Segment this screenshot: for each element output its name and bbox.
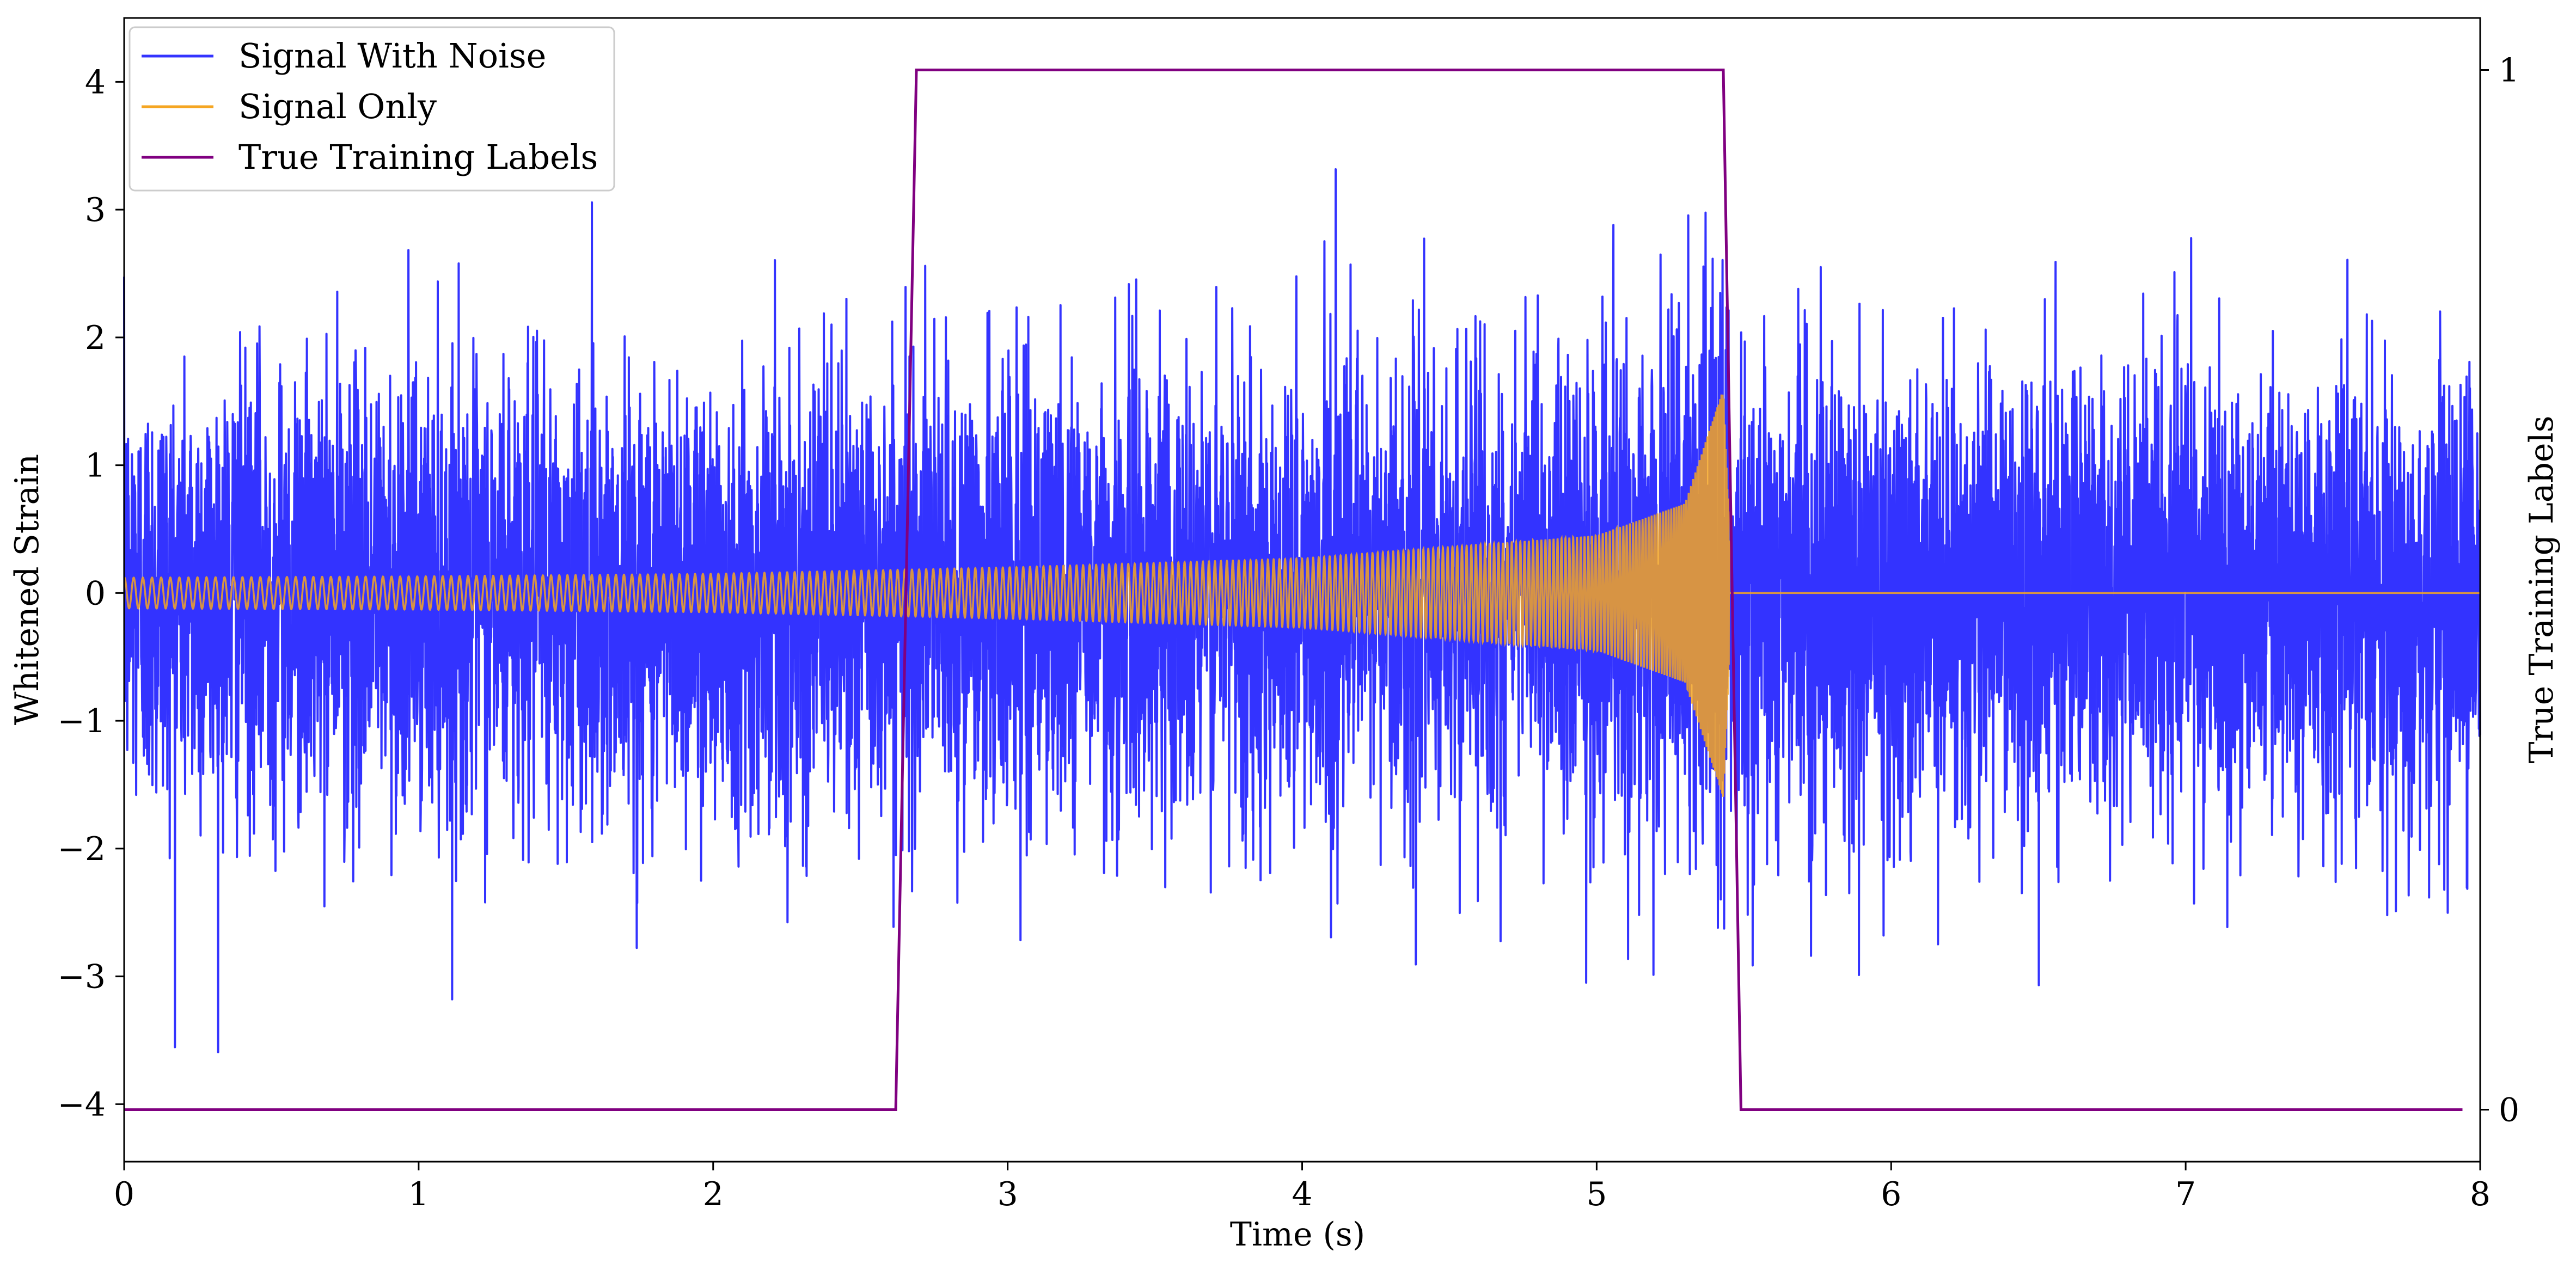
y-tick-label: 0: [85, 574, 106, 612]
x-tick-label: 4: [1292, 1175, 1312, 1213]
x-tick-label: 6: [1881, 1175, 1901, 1213]
legend-label-signal-with-noise: Signal With Noise: [238, 36, 546, 76]
series-layer: [123, 69, 2481, 1111]
y-tick-label: 4: [85, 63, 106, 101]
y-tick-label: 1: [85, 447, 106, 485]
y-axis-left: −4 −3 −2 −1 0 1 2 3 4: [58, 63, 124, 1124]
series-signal-with-noise: [123, 168, 2481, 1053]
legend-label-signal-only: Signal Only: [238, 87, 437, 126]
y-tick-label: −1: [58, 702, 106, 740]
y-tick-label: −4: [58, 1085, 106, 1124]
y-axis-label: Whitened Strain: [8, 454, 46, 725]
y-tick-label: −2: [58, 830, 106, 868]
series-true-training-labels: [124, 69, 2463, 1111]
x-tick-label: 1: [408, 1175, 429, 1213]
y-tick-label: 2: [85, 319, 106, 357]
y-axis-right: 01: [2480, 52, 2519, 1130]
x-tick-label: 2: [703, 1175, 724, 1213]
x-axis-label: Time (s): [1230, 1216, 1365, 1254]
y-tick-label: 3: [85, 191, 106, 229]
x-tick-label: 8: [2470, 1175, 2491, 1213]
x-axis: 0 1 2 3 4 5 6 7 8: [114, 1162, 2491, 1213]
legend-label-true-training-labels: True Training Labels: [238, 137, 598, 177]
x-tick-label: 0: [114, 1175, 134, 1213]
x-tick-label: 7: [2175, 1175, 2196, 1213]
x-tick-label: 5: [1586, 1175, 1607, 1213]
y-axis-right-label: True Training Labels: [2523, 415, 2561, 763]
y-right-tick-label: 0: [2499, 1091, 2519, 1130]
x-tick-label: 3: [998, 1175, 1018, 1213]
legend: Signal With Noise Signal Only True Train…: [129, 26, 615, 192]
series-signal-only: [123, 394, 2480, 797]
legend-box: [129, 26, 615, 192]
y-right-tick-label: 1: [2499, 52, 2519, 90]
y-tick-label: −3: [58, 958, 106, 996]
